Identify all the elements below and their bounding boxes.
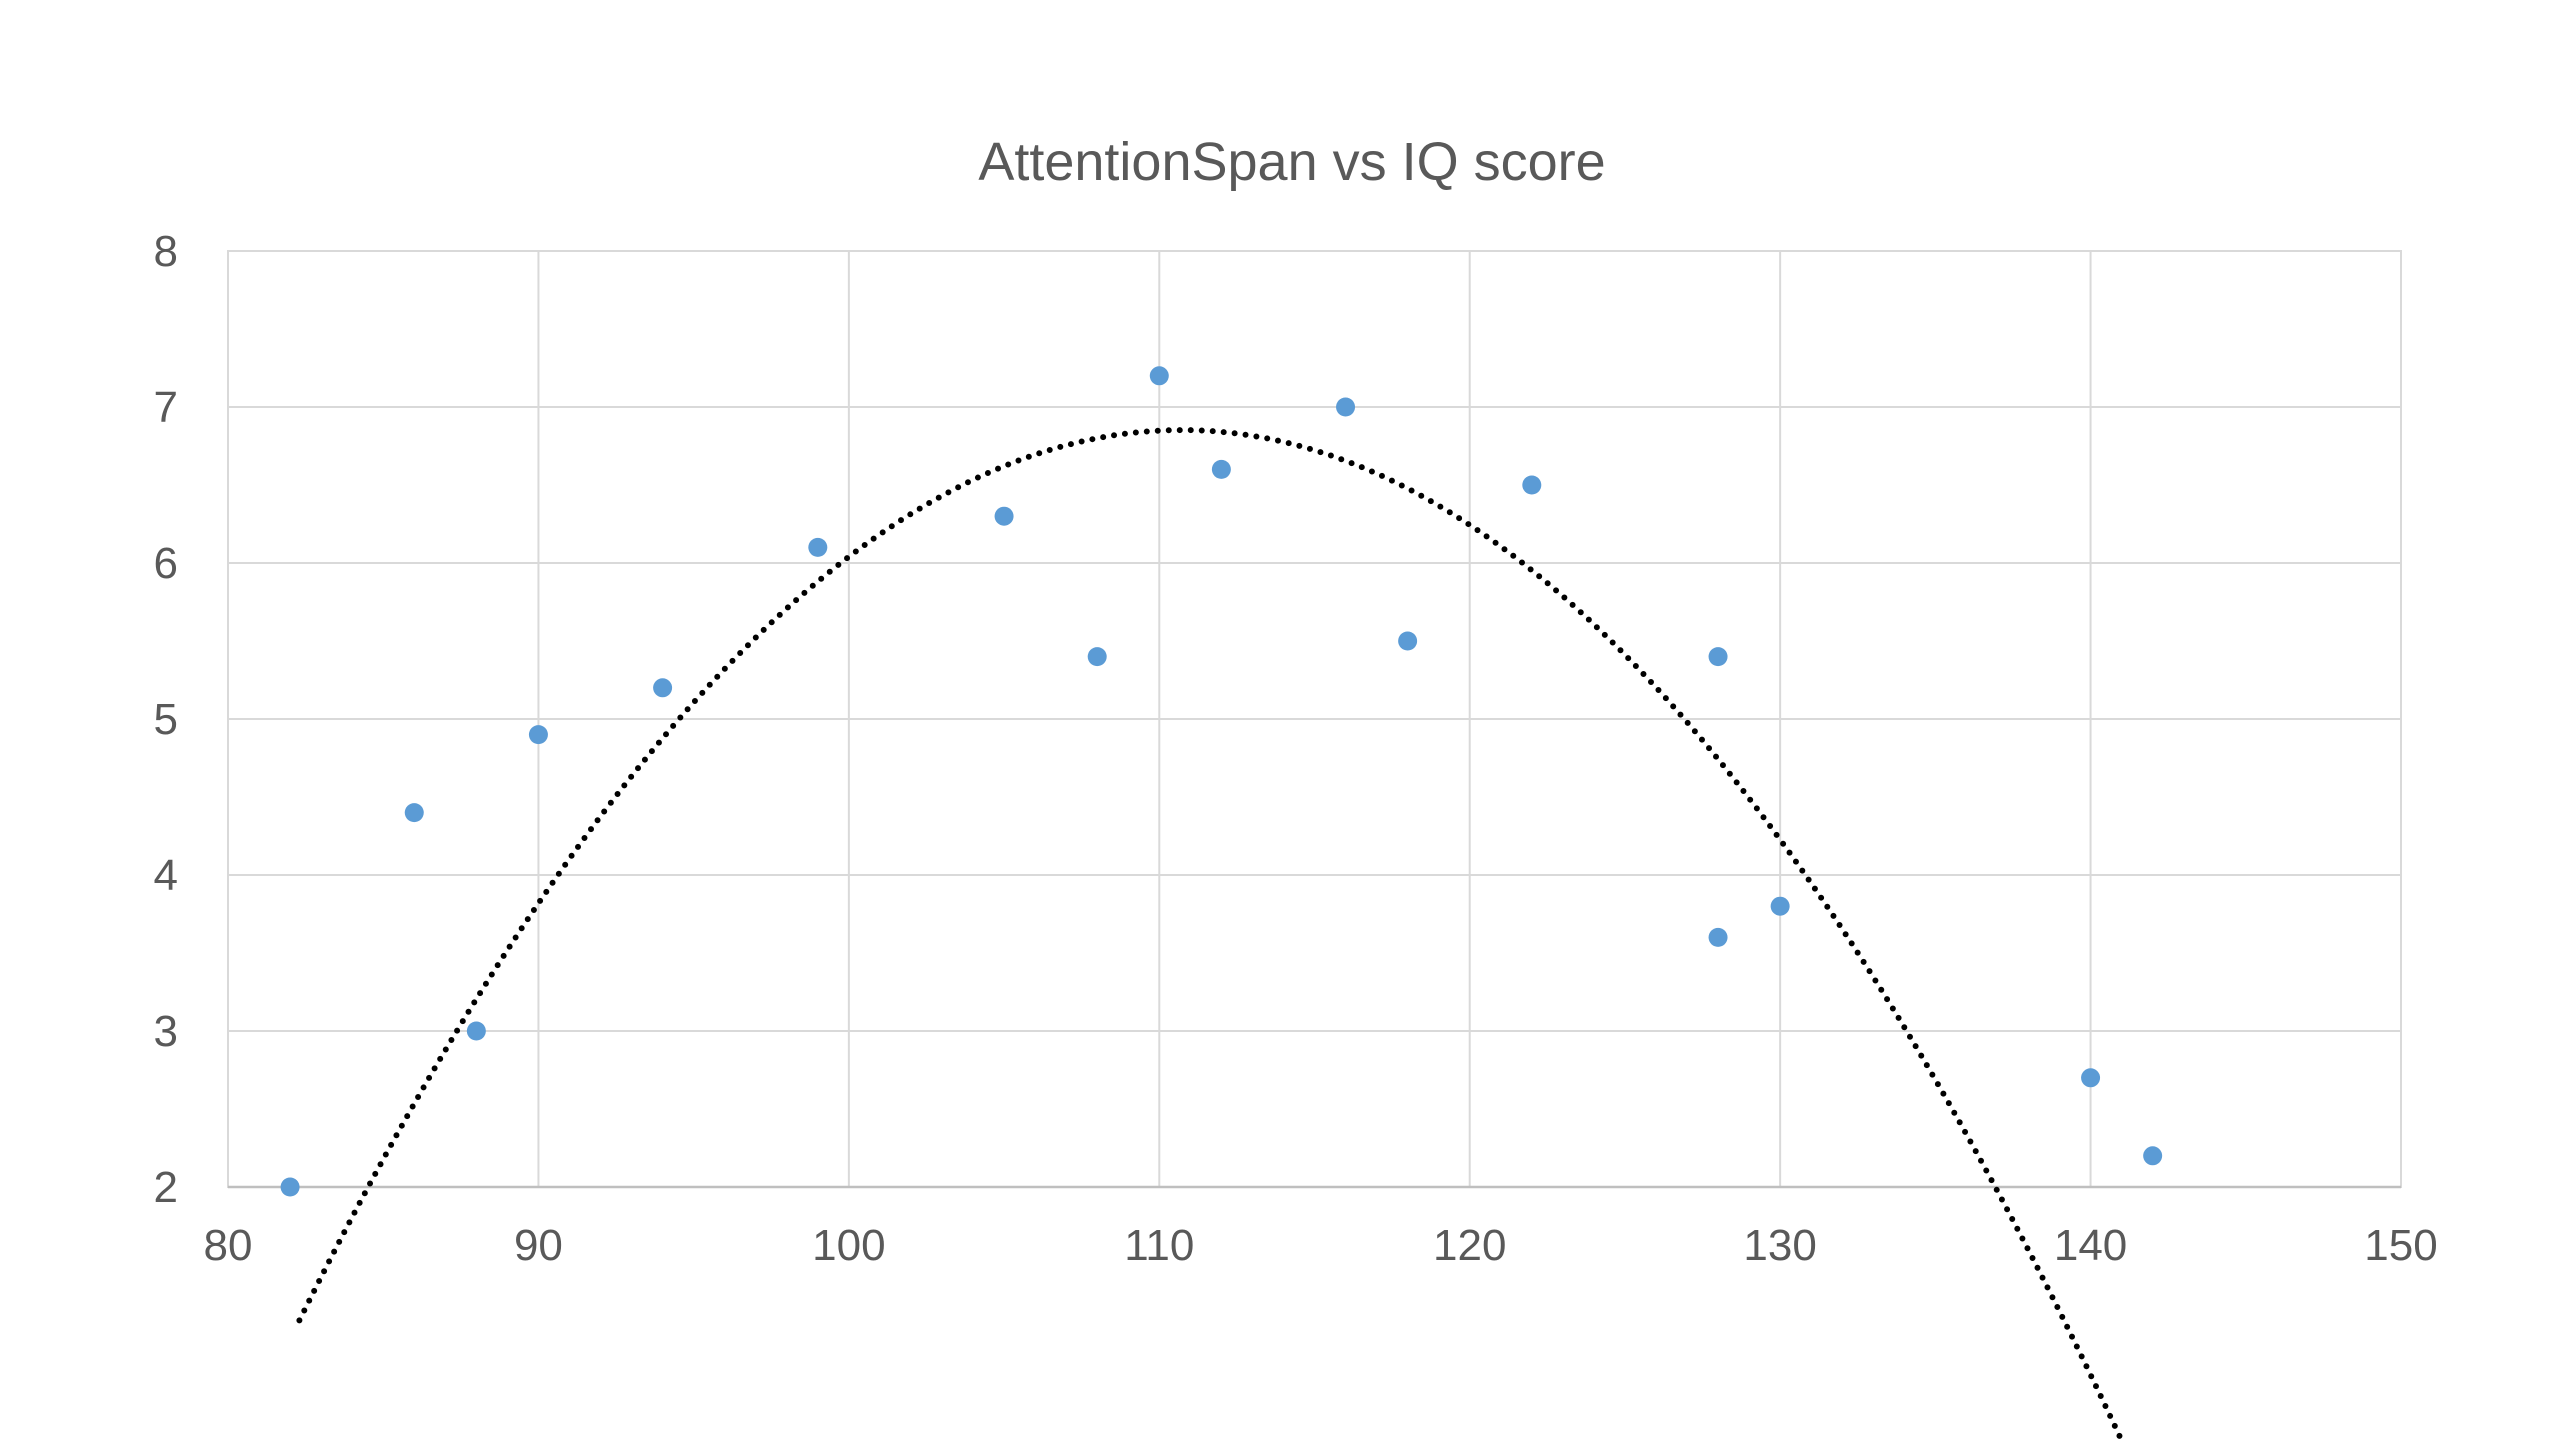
trendline-layer: [296, 427, 2125, 1440]
chart-title: AttentionSpan vs IQ score: [978, 132, 1605, 192]
data-point: [1770, 896, 1790, 916]
data-point: [466, 1021, 486, 1041]
y-tick-label: 5: [154, 695, 178, 744]
data-point: [528, 725, 548, 745]
y-tick-label: 7: [154, 383, 178, 432]
y-tick-label: 6: [154, 539, 178, 588]
data-point: [2143, 1146, 2163, 1166]
gridlines: [227, 250, 2402, 1188]
data-point: [1087, 647, 1107, 667]
data-point: [1398, 631, 1418, 651]
x-tick-label: 130: [1743, 1221, 1816, 1270]
y-tick-label: 8: [154, 227, 178, 276]
x-tick-label: 120: [1433, 1221, 1506, 1270]
tick-labels: 80 90 100 110 120 130 140 150 2 3 4 5 6 7 8: [154, 227, 2438, 1270]
x-tick-label: 140: [2054, 1221, 2127, 1270]
data-point: [1149, 366, 1169, 386]
data-point: [1211, 459, 1231, 479]
y-tick-label: 3: [154, 1007, 178, 1056]
data-point: [1708, 927, 1728, 947]
data-point: [2081, 1068, 2101, 1088]
x-tick-label: 110: [1124, 1221, 1194, 1270]
y-tick-label: 2: [154, 1163, 178, 1212]
polynomial-trendline: [296, 427, 2125, 1440]
data-point: [808, 537, 828, 557]
x-tick-label: 150: [2364, 1221, 2437, 1270]
data-point: [653, 678, 673, 698]
data-point: [404, 803, 424, 823]
data-point: [280, 1177, 300, 1197]
x-tick-label: 100: [812, 1221, 885, 1270]
data-point: [1336, 397, 1356, 417]
data-point: [1708, 647, 1728, 667]
y-tick-label: 4: [154, 851, 178, 900]
data-point: [994, 506, 1014, 526]
x-tick-label: 80: [204, 1221, 253, 1270]
x-tick-label: 90: [514, 1221, 563, 1270]
data-points: [280, 366, 2163, 1197]
data-point: [1522, 475, 1542, 495]
